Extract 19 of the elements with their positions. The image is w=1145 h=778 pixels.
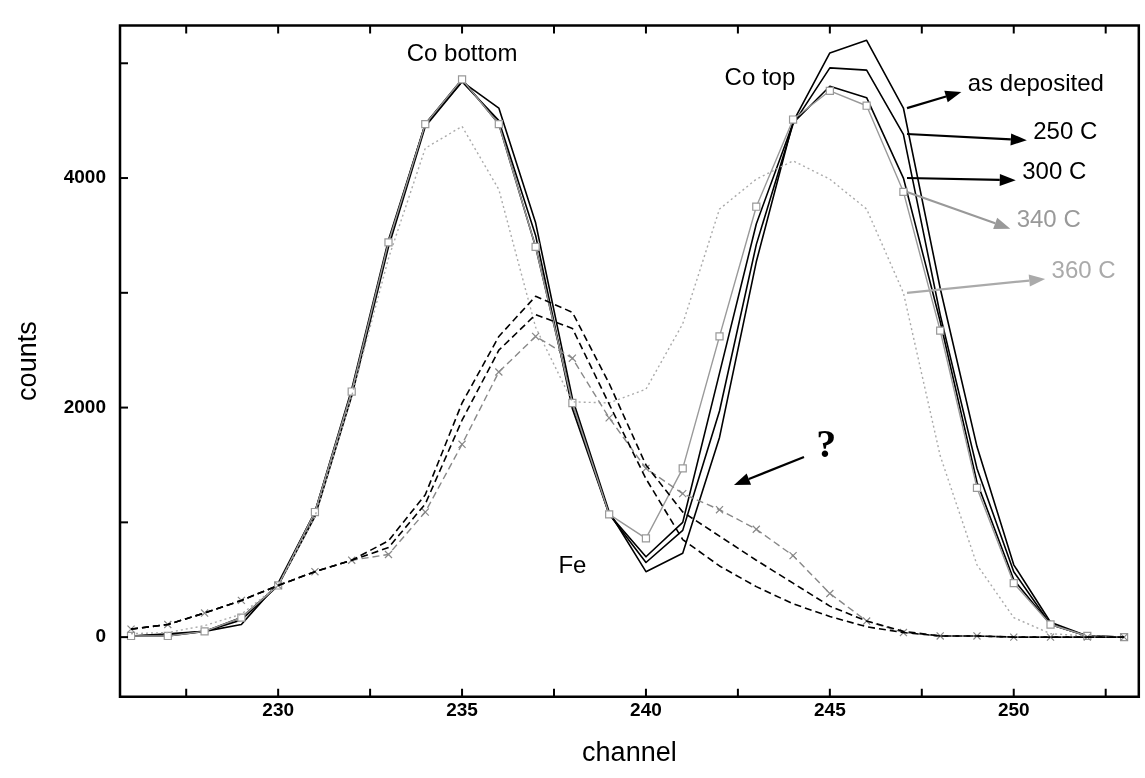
x-axis-title: channel	[582, 737, 677, 768]
x-tick-label: 245	[814, 699, 847, 721]
y-tick-label: 2000	[63, 395, 106, 417]
y-axis-title: counts	[11, 321, 42, 401]
legend-label: 300 C	[1022, 156, 1087, 184]
annotation: ?	[816, 420, 837, 466]
y-tick-label: 4000	[63, 166, 106, 188]
legend-label: as deposited	[967, 68, 1104, 96]
legend-label: 250 C	[1033, 117, 1098, 145]
legend-label: 340 C	[1016, 205, 1081, 233]
x-tick-label: 235	[446, 699, 479, 721]
x-tick-label: 230	[262, 699, 294, 721]
legend-label: 360 C	[1051, 255, 1116, 283]
annotation: Co top	[724, 62, 796, 90]
annotation: Co bottom	[406, 38, 518, 66]
x-tick-label: 240	[630, 699, 662, 721]
y-tick-label: 0	[95, 625, 106, 647]
x-tick-label: 250	[997, 699, 1030, 721]
annotation: Fe	[558, 550, 587, 578]
